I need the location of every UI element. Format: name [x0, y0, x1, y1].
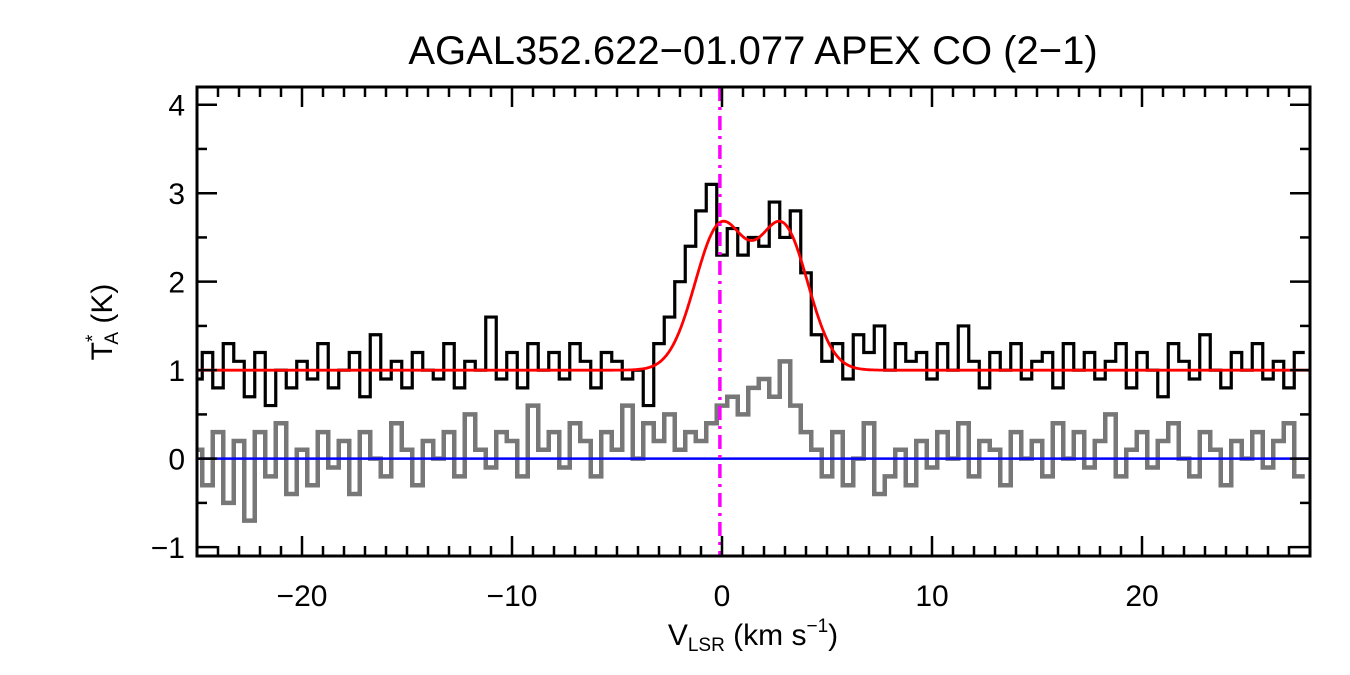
primary-spectrum-histogram: [197, 182, 1305, 408]
x-tick-label: 10: [915, 580, 948, 613]
x-tick-label: −10: [487, 580, 538, 613]
y-tick-label: −1: [151, 532, 185, 565]
y-tick-label: 3: [168, 178, 185, 211]
plot-frame: [195, 85, 1312, 558]
chart-title: AGAL352.622−01.077 APEX CO (2−1): [408, 29, 1097, 73]
plot-area: [197, 87, 1310, 556]
secondary-spectrum-histogram: [197, 359, 1305, 523]
y-tick-label: 2: [168, 267, 185, 300]
x-tick-label: 20: [1125, 580, 1158, 613]
plot-content: [197, 87, 1310, 556]
y-axis-label: T*A (K): [83, 284, 123, 361]
y-tick-label: 0: [168, 444, 185, 477]
x-tick-label: −20: [277, 580, 328, 613]
y-tick-label: 1: [168, 355, 185, 388]
x-tick-label: 0: [714, 580, 731, 613]
y-tick-label: 4: [168, 90, 185, 123]
gaussian-fit-curve: [197, 219, 1309, 372]
x-axis-label: VLSR (km s−1): [668, 616, 838, 656]
